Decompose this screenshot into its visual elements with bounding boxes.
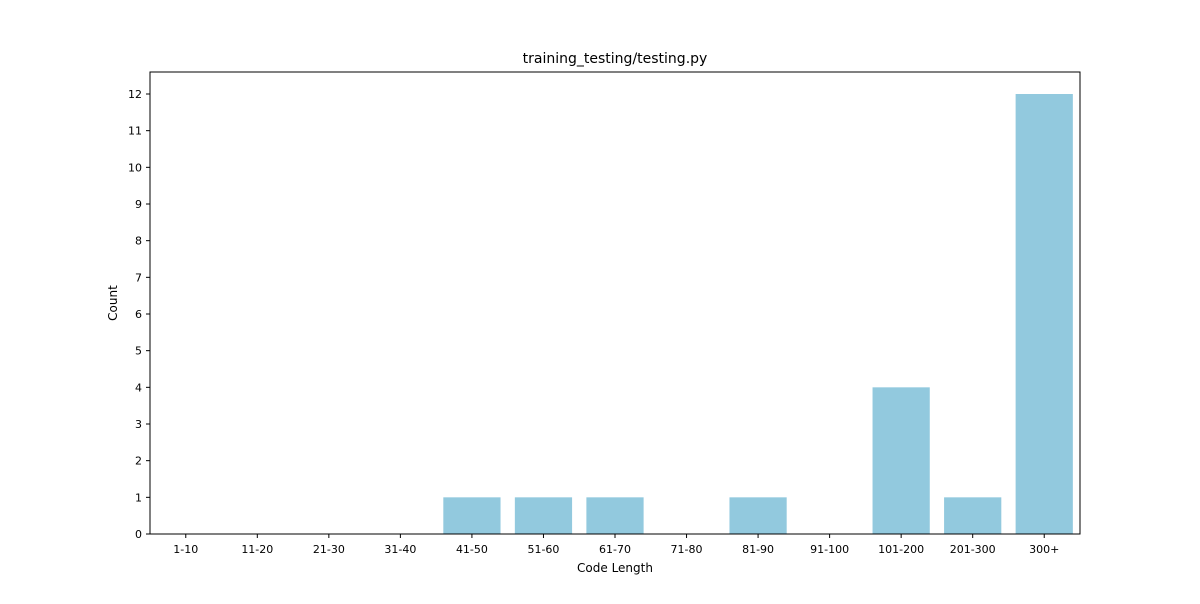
x-tick-label: 300+ [1029, 543, 1059, 556]
y-tick-label: 9 [135, 198, 142, 211]
y-tick-label: 4 [135, 381, 142, 394]
x-tick-label: 101-200 [878, 543, 924, 556]
x-tick-label: 81-90 [742, 543, 774, 556]
y-tick-label: 8 [135, 235, 142, 248]
y-tick-label: 10 [128, 161, 142, 174]
y-tick-label: 5 [135, 345, 142, 358]
y-tick-label: 2 [135, 455, 142, 468]
x-axis: 1-10 11-20 21-30 31-40 41-50 51-60 61-70 71-80 8… [173, 534, 1059, 556]
bar-41-50 [443, 497, 501, 534]
bar-61-70 [586, 497, 644, 534]
x-tick-label: 1-10 [173, 543, 198, 556]
plot-frame [149, 71, 1081, 535]
bar-300+ [1015, 94, 1073, 534]
x-tick-label: 51-60 [527, 543, 559, 556]
y-tick-label: 7 [135, 271, 142, 284]
y-tick-label: 11 [128, 125, 142, 138]
x-tick-label: 201-300 [950, 543, 996, 556]
x-tick-label: 41-50 [456, 543, 488, 556]
y-axis-label: Count [106, 285, 120, 321]
x-tick-label: 91-100 [810, 543, 849, 556]
bar-81-90 [729, 497, 787, 534]
chart-title: training_testing/testing.py [523, 51, 708, 67]
x-tick-label: 61-70 [599, 543, 631, 556]
x-tick-label: 31-40 [384, 543, 416, 556]
y-tick-label: 1 [135, 491, 142, 504]
x-tick-label: 11-20 [241, 543, 273, 556]
x-tick-label: 71-80 [671, 543, 703, 556]
bar-201-300 [944, 497, 1002, 534]
y-tick-label: 12 [128, 88, 142, 101]
x-axis-label: Code Length [577, 561, 653, 575]
y-tick-label: 6 [135, 308, 142, 321]
x-tick-label: 21-30 [313, 543, 345, 556]
bars-layer [443, 94, 1073, 534]
bar-51-60 [514, 497, 573, 534]
bar-101-200 [872, 387, 930, 534]
y-tick-label: 0 [135, 528, 142, 541]
y-tick-label: 3 [135, 418, 142, 431]
